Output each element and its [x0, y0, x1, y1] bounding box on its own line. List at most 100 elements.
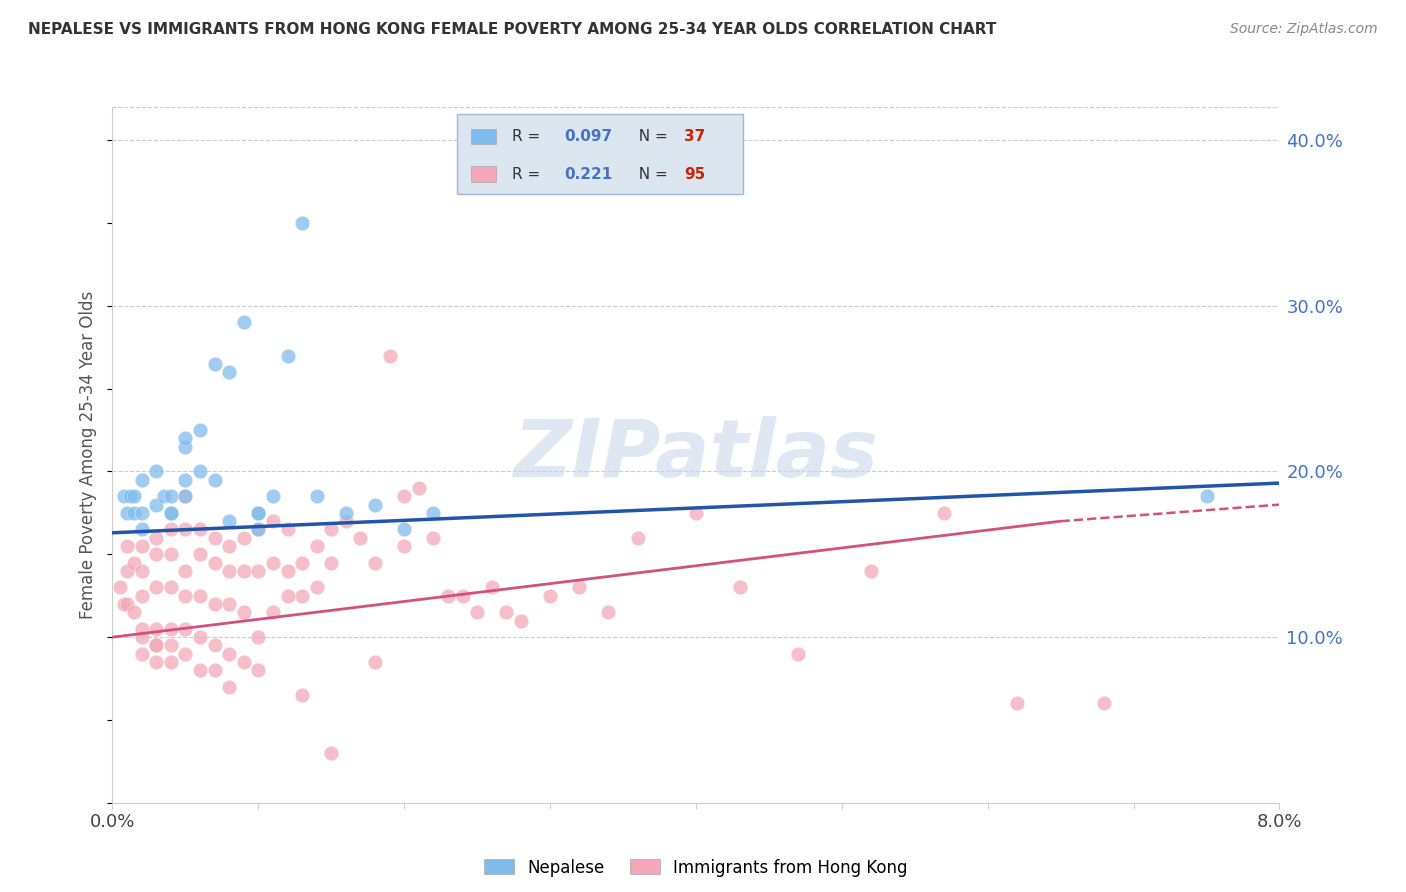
Point	[160, 506, 183, 520]
Point	[247, 506, 270, 520]
Point	[188, 423, 211, 437]
Text: R =: R =	[512, 167, 544, 181]
Point	[305, 489, 328, 503]
Point	[291, 589, 314, 603]
Y-axis label: Female Poverty Among 25-34 Year Olds: Female Poverty Among 25-34 Year Olds	[79, 291, 97, 619]
Text: R =: R =	[512, 129, 544, 144]
Point	[291, 688, 314, 702]
Point	[204, 597, 226, 611]
Point	[465, 605, 488, 619]
Point	[218, 539, 240, 553]
Point	[188, 465, 211, 479]
Point	[422, 531, 444, 545]
Point	[145, 639, 167, 653]
Point	[115, 597, 138, 611]
Point	[174, 473, 197, 487]
Point	[291, 216, 314, 230]
Point	[145, 655, 167, 669]
Point	[204, 639, 226, 653]
Point	[131, 647, 153, 661]
Point	[218, 514, 240, 528]
Point	[174, 647, 197, 661]
Point	[160, 523, 183, 537]
Point	[538, 589, 561, 603]
Point	[335, 506, 357, 520]
Point	[174, 440, 197, 454]
Point	[276, 349, 298, 363]
Text: ZIPatlas: ZIPatlas	[513, 416, 879, 494]
Point	[262, 514, 284, 528]
Text: 0.097: 0.097	[564, 129, 612, 144]
Point	[218, 365, 240, 379]
Point	[568, 581, 591, 595]
Point	[247, 630, 270, 644]
Point	[115, 564, 138, 578]
Point	[204, 357, 226, 371]
Point	[422, 506, 444, 520]
Point	[124, 506, 146, 520]
Point	[131, 622, 153, 636]
Text: 95: 95	[685, 167, 706, 181]
Point	[174, 622, 197, 636]
Text: NEPALESE VS IMMIGRANTS FROM HONG KONG FEMALE POVERTY AMONG 25-34 YEAR OLDS CORRE: NEPALESE VS IMMIGRANTS FROM HONG KONG FE…	[28, 22, 997, 37]
Point	[335, 514, 357, 528]
Point	[145, 498, 167, 512]
Point	[160, 581, 183, 595]
Point	[276, 589, 298, 603]
Point	[247, 523, 270, 537]
Point	[131, 523, 153, 537]
Point	[408, 481, 430, 495]
Point	[174, 564, 197, 578]
Point	[218, 564, 240, 578]
Point	[787, 647, 810, 661]
Text: N =: N =	[630, 167, 673, 181]
Point	[932, 506, 955, 520]
Point	[131, 589, 153, 603]
Point	[188, 547, 211, 561]
Point	[321, 746, 343, 760]
Point	[305, 581, 328, 595]
Point	[262, 605, 284, 619]
Point	[115, 506, 138, 520]
Point	[152, 489, 174, 503]
Point	[349, 531, 371, 545]
Text: 37: 37	[685, 129, 706, 144]
Point	[218, 597, 240, 611]
Point	[124, 556, 146, 570]
Point	[276, 523, 298, 537]
FancyBboxPatch shape	[457, 114, 742, 194]
Point	[392, 539, 416, 553]
Point	[145, 622, 167, 636]
Point	[218, 647, 240, 661]
FancyBboxPatch shape	[471, 166, 496, 182]
Point	[1195, 489, 1218, 503]
Point	[174, 523, 197, 537]
Point	[364, 556, 387, 570]
Point	[124, 489, 146, 503]
Point	[204, 531, 226, 545]
Point	[204, 473, 226, 487]
Point	[188, 630, 211, 644]
Point	[131, 630, 153, 644]
Point	[160, 489, 183, 503]
Point	[1094, 697, 1116, 711]
Point	[145, 465, 167, 479]
Point	[145, 581, 167, 595]
Point	[112, 489, 135, 503]
Point	[160, 547, 183, 561]
Point	[160, 655, 183, 669]
Point	[364, 655, 387, 669]
Point	[392, 489, 416, 503]
Point	[1005, 697, 1028, 711]
Point	[218, 680, 240, 694]
Point	[174, 431, 197, 445]
FancyBboxPatch shape	[471, 128, 496, 144]
Point	[131, 473, 153, 487]
Point	[321, 556, 343, 570]
Text: N =: N =	[630, 129, 673, 144]
Point	[232, 564, 254, 578]
Point	[392, 523, 416, 537]
Point	[188, 663, 211, 677]
Point	[305, 539, 328, 553]
Point	[174, 589, 197, 603]
